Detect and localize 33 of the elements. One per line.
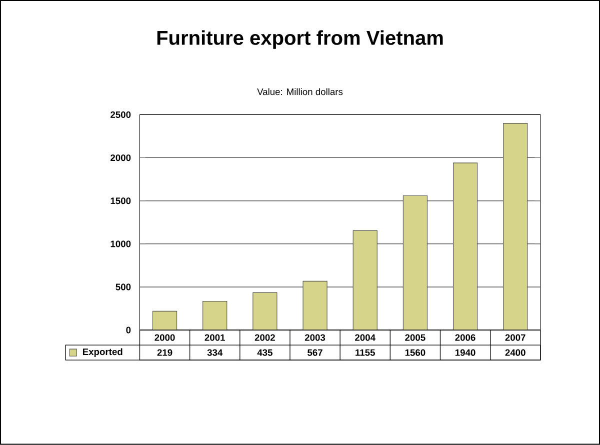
bar	[503, 123, 528, 330]
chart-title: Furniture export from Vietnam	[157, 30, 443, 50]
x-tick-label: 2005	[405, 334, 426, 341]
x-tick-label: 2004	[355, 334, 376, 341]
legend-label: Exported	[82, 348, 122, 358]
bar	[352, 230, 378, 330]
x-tick-label: 2003	[304, 334, 326, 341]
y-tick-label: 2500	[110, 112, 131, 118]
data-label: 435	[257, 349, 272, 356]
bar	[402, 196, 428, 330]
data-label: 1560	[405, 349, 426, 356]
chart-subtitle: Value: Million dollars	[257, 88, 343, 96]
x-tick-label: 2006	[455, 334, 476, 341]
data-label: 219	[157, 349, 172, 356]
y-tick-label: 1500	[110, 198, 131, 204]
bar	[252, 292, 278, 330]
x-tick-label: 2007	[505, 334, 526, 341]
x-tick-label: 2002	[254, 334, 275, 341]
x-tick-label: 2000	[154, 334, 175, 341]
y-tick-label: 500	[116, 284, 131, 290]
y-tick-label: 2000	[110, 154, 131, 162]
bar	[302, 281, 328, 330]
data-label: 2400	[505, 349, 526, 356]
x-tick-label: 2001	[204, 334, 225, 341]
bar	[202, 301, 228, 330]
bar	[452, 162, 478, 330]
bar	[152, 311, 178, 330]
data-label: 334	[207, 349, 223, 356]
data-label: 1940	[455, 349, 476, 356]
y-tick-label: 1000	[110, 240, 131, 248]
data-label: 567	[308, 349, 322, 356]
data-label: 1155	[356, 349, 375, 356]
y-tick-label: 0	[126, 326, 131, 334]
